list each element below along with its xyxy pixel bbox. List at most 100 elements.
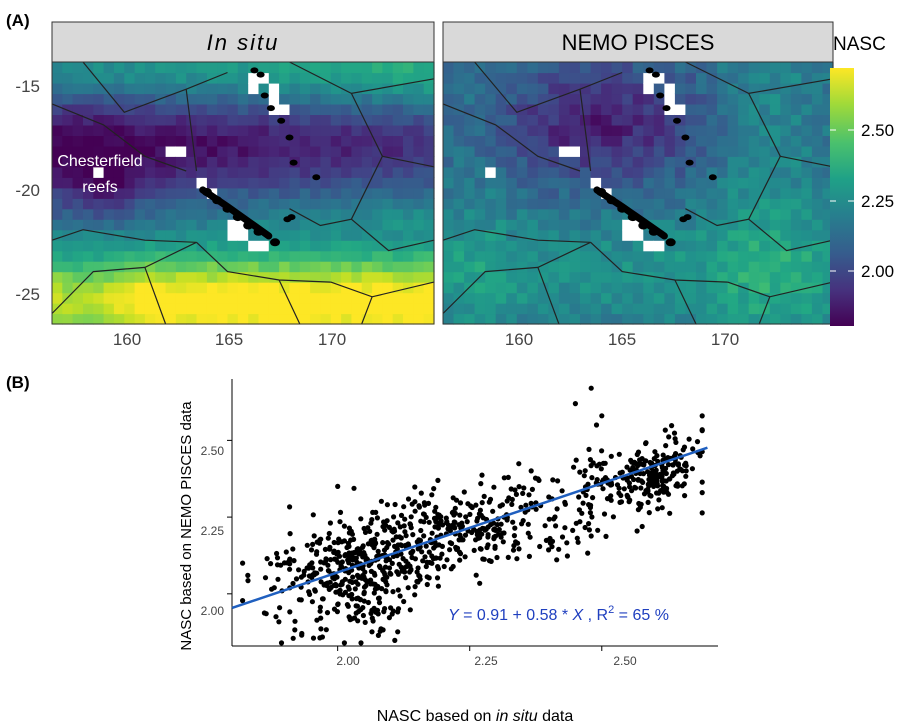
heatmap-cell [413, 292, 425, 304]
map-frame [51, 61, 435, 325]
heatmap-cell [464, 145, 476, 157]
heatmap-cell [103, 240, 115, 252]
heatmap-cell [811, 156, 823, 168]
heatmap-cell [196, 198, 208, 210]
heatmap-cell [759, 250, 771, 262]
heatmap-cell [558, 219, 570, 231]
heatmap-cell [611, 166, 623, 178]
heatmap-cell [206, 177, 218, 189]
heatmap-cell [558, 313, 570, 325]
scatter-point [296, 567, 302, 573]
scatter-point [471, 547, 477, 554]
heatmap-cell [310, 124, 321, 136]
scatter-point [547, 535, 553, 542]
scatter-point [689, 466, 696, 472]
scatter-point [630, 460, 637, 466]
heatmap-cell [403, 135, 414, 147]
heatmap-cell [495, 62, 507, 74]
heatmap-cell [727, 240, 739, 252]
heatmap-cell [464, 261, 476, 273]
heatmap-cell [674, 219, 686, 231]
heatmap-cell [413, 261, 425, 273]
heatmap-cell [653, 145, 665, 157]
heatmap-cell [811, 229, 823, 241]
heatmap-cell [217, 250, 229, 262]
heatmap-cell [780, 156, 792, 168]
scatter-point [335, 601, 341, 607]
heatmap-cell [155, 124, 167, 136]
heatmap-cell [144, 177, 156, 189]
heatmap-cell [664, 156, 676, 168]
island-marker [673, 117, 681, 124]
heatmap-cell [72, 240, 84, 252]
heatmap-cell [330, 250, 342, 262]
heatmap-cell [727, 83, 739, 95]
heatmap-cell [653, 198, 665, 210]
heatmap-cell [801, 135, 813, 147]
heatmap-cell [372, 219, 383, 231]
heatmap-cell [62, 72, 74, 84]
heatmap-cell [443, 177, 455, 189]
heatmap-cell [769, 62, 781, 74]
scatter-point [384, 518, 390, 524]
heatmap-cell [495, 103, 507, 115]
island-marker [289, 159, 298, 166]
heatmap-cell [186, 187, 198, 199]
heatmap-cell [443, 219, 455, 231]
heatmap-cell [537, 282, 549, 294]
heatmap-cell [601, 124, 613, 136]
heatmap-cell [72, 93, 84, 105]
heatmap-cell [103, 282, 115, 294]
scatter-point [564, 540, 570, 546]
heatmap-cell [527, 313, 539, 325]
heatmap-cell [822, 145, 834, 157]
scatter-point [402, 516, 408, 522]
heatmap-cell [155, 114, 167, 126]
scatter-point [497, 503, 503, 509]
scatter-point [635, 507, 642, 513]
heatmap-cell [474, 177, 486, 189]
heatmap-cell [248, 303, 260, 315]
heatmap-cell [443, 103, 455, 115]
heatmap-cell [423, 145, 435, 157]
heatmap-cell [769, 240, 781, 252]
scatter-point [369, 629, 375, 635]
heatmap-cell [622, 303, 634, 315]
heatmap-cell [320, 313, 332, 325]
scatter-point [369, 615, 375, 621]
heatmap-cell [569, 219, 581, 231]
heatmap-cell [258, 219, 270, 231]
scatter-point [589, 475, 595, 481]
heatmap-cell [769, 135, 781, 147]
heatmap-cell [790, 156, 802, 168]
heatmap-cell [196, 72, 208, 84]
heatmap-cell [361, 229, 373, 241]
heatmap-cell [279, 240, 290, 252]
heatmap-cell [113, 313, 125, 325]
heatmap-cell [103, 229, 115, 241]
heatmap-cell [52, 83, 63, 95]
scatter-point [432, 524, 438, 530]
heatmap-cell [258, 187, 270, 199]
heatmap-cell [155, 83, 167, 95]
heatmap-cell [611, 208, 623, 220]
scatter-point [546, 547, 552, 553]
heatmap-cell [601, 103, 613, 115]
heatmap-cell [632, 156, 644, 168]
scatter-point [505, 554, 511, 561]
heatmap-cell [495, 303, 507, 315]
heatmap-cell [685, 83, 697, 95]
heatmap-cell [93, 83, 105, 95]
heatmap-cell [113, 229, 125, 241]
scatter-point [496, 526, 502, 533]
heatmap-cell [258, 166, 270, 178]
scatter-point [452, 510, 458, 516]
heatmap-cell [590, 103, 602, 115]
heatmap-cell [227, 229, 239, 241]
heatmap-cell [134, 219, 146, 231]
scatter-point [467, 511, 473, 517]
heatmap-cell [227, 240, 239, 252]
heatmap-cell [113, 62, 125, 74]
scatter-point [403, 542, 409, 548]
heatmap-cell [144, 271, 156, 283]
